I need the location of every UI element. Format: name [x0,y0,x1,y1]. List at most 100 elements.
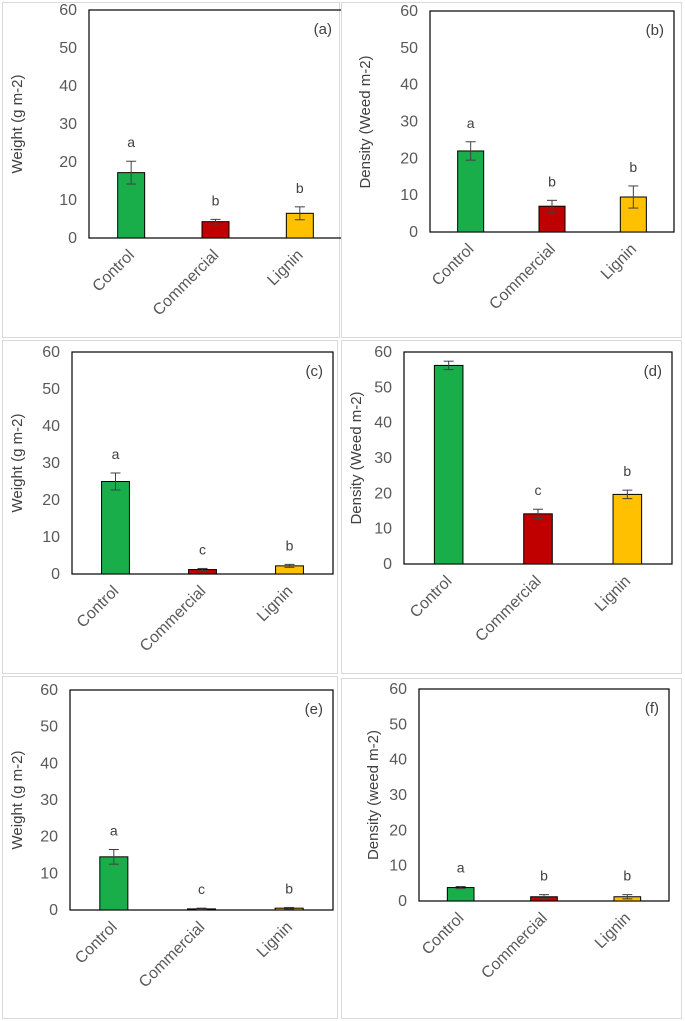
panel-d-ytick-label: 50 [374,379,392,396]
panel-e-errorbar-control [108,849,119,865]
panel-f-errorbar-control [455,886,466,890]
panel-f-ytick-label: 50 [389,716,407,733]
panel-c-sig-letter-commercial: c [199,541,206,557]
panel-f-bar-control [446,887,475,902]
panel-c-panel-label: (c) [306,363,324,380]
panel-c-ytick-label: 30 [42,455,60,472]
panel-e-ytick-label: 10 [40,865,58,882]
panel-c-ytick-label: 50 [42,381,60,398]
panel-b-ylabel: Density (Weed m-2) [357,55,374,188]
panel-a-ytick-label: 0 [68,230,77,247]
panel-a-ylabel: Weight (g m-2) [9,75,26,174]
panel-a-ytick-label: 60 [59,2,77,19]
panel-b-ytick-label: 60 [400,3,418,20]
panel-b-sig-letter-commercial: b [548,173,556,189]
panel-f-ytick-label: 10 [389,858,407,875]
panel-f-errorbar-lignin [622,894,633,900]
panel-f-sig-letter-control: a [457,860,465,876]
panel-c-ytick-label: 20 [42,492,60,509]
panel-f-panel-label: (f) [645,700,659,717]
panel-e-ylabel: Weight (g m-2) [9,751,26,850]
panel-d-ytick-label: 0 [383,556,392,573]
panel-e-errorbar-lignin [284,906,295,910]
panel-e-bar-control [99,856,129,911]
panel-e-border [2,676,338,1019]
panel-b-panel-label: (b) [646,22,664,39]
panel-d-ytick-label: 40 [374,415,392,432]
panel-a-sig-letter-lignin: b [296,180,304,196]
panel-b-bar-control [457,150,485,233]
panel-a-border [2,2,340,338]
panel-c-ytick-label: 0 [51,566,60,583]
panel-a-ytick-label: 10 [59,192,77,209]
panel-f-sig-letter-lignin: b [623,868,631,884]
panel-d-ytick-label: 30 [374,450,392,467]
panel-a-errorbar-lignin [294,206,305,221]
panel-d-ytick-label: 60 [374,344,392,361]
panel-f-errorbar-commercial [539,894,549,900]
panel-c-sig-letter-control: a [112,446,120,462]
panel-b-sig-letter-lignin: b [629,159,637,175]
panel-e-ytick-label: 50 [40,719,58,736]
panel-a-sig-letter-commercial: b [212,192,220,208]
panel-c-bar-control [101,481,130,575]
panel-f-ytick-label: 60 [389,681,407,698]
panel-c-ytick-label: 40 [42,418,60,435]
panel-d-errorbar-lignin [622,489,633,500]
panel-b-ytick-label: 30 [400,114,418,131]
panel-b-sig-letter-control: a [467,115,475,131]
panel-e-ytick-label: 30 [40,792,58,809]
panel-e-panel-label: (e) [305,701,323,718]
panel-d-panel-label: (d) [644,363,662,380]
panel-d-errorbar-commercial [533,508,543,519]
panel-d-sig-letter-lignin: b [623,463,631,479]
panel-a-panel-label: (a) [314,21,332,38]
panel-a-ytick-label: 30 [59,116,77,133]
panel-c-ytick-label: 10 [42,529,60,546]
panel-d-errorbar-control [443,360,454,371]
panel-e-errorbar-commercial [196,907,207,911]
panel-d-sig-letter-commercial: c [535,482,542,498]
panel-f-ytick-label: 0 [398,893,407,910]
panel-b-errorbar-lignin [628,185,639,209]
panel-e-ytick-label: 60 [40,682,58,699]
panel-b-errorbar-control [465,141,476,161]
panel-f-border [341,678,682,1019]
panel-d-ytick-label: 10 [374,521,392,538]
panel-b-ytick-label: 50 [400,40,418,57]
panel-a-sig-letter-control: a [127,134,135,150]
panel-e-ytick-label: 40 [40,755,58,772]
panel-f-sig-letter-commercial: b [540,868,548,884]
panel-d-ylabel: Density (Weed m-2) [348,391,365,524]
panel-d-bar-control [433,364,464,565]
panel-e-sig-letter-commercial: c [198,881,205,897]
panel-b-ytick-label: 20 [400,150,418,167]
panel-f-ytick-label: 30 [389,787,407,804]
panel-d-bar-lignin [612,493,643,565]
panel-a-ytick-label: 50 [59,40,77,57]
panel-c-errorbar-control [110,472,121,491]
panel-d-bar-commercial [523,513,553,565]
panel-f-ytick-label: 40 [389,752,407,769]
panel-b-border [341,2,682,338]
panel-a-ytick-label: 40 [59,78,77,95]
panel-c-ylabel: Weight (g m-2) [9,414,26,513]
panel-b-ytick-label: 10 [400,187,418,204]
panel-b-ytick-label: 40 [400,77,418,94]
panel-c-border [2,340,338,674]
panel-c-ytick-label: 60 [42,344,60,361]
panel-a-ytick-label: 20 [59,154,77,171]
panel-c-errorbar-commercial [197,567,208,572]
panel-c-errorbar-lignin [284,563,295,568]
panel-f-ylabel: Density (weed m-2) [365,730,382,860]
panel-e-ytick-label: 0 [49,902,58,919]
panel-e-ytick-label: 20 [40,829,58,846]
panel-f-ytick-label: 20 [389,822,407,839]
